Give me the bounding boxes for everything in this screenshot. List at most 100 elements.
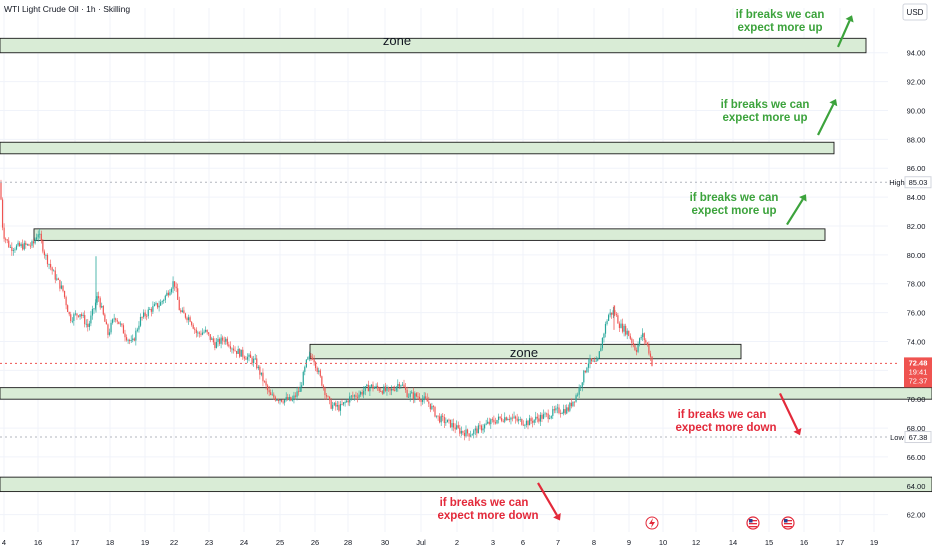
time-axis[interactable]: 4 16 17 18 19 22 23 24 25 26 28 30 Jul 2 3 6 7 8 9 10 12 14 15… [2, 538, 878, 547]
candle-body [310, 355, 312, 358]
candle-body [191, 321, 193, 325]
candle-body [330, 400, 332, 409]
candle-body [19, 242, 21, 247]
candle-body [597, 358, 599, 361]
candle-body [94, 302, 97, 309]
candle-body [573, 401, 576, 403]
candle-body [34, 239, 36, 244]
time-tick-label: Jul [416, 538, 426, 547]
candle-body [510, 417, 512, 420]
candle-body [316, 368, 318, 372]
candle-body [513, 416, 515, 418]
candle-body [470, 435, 472, 437]
candle-body [184, 313, 187, 318]
candle-body [375, 385, 377, 388]
candle-body [477, 425, 479, 434]
low-value: 67.38 [909, 433, 928, 442]
candle-body [589, 358, 591, 364]
candle-body [318, 370, 320, 372]
candle-body [149, 309, 151, 310]
currency-box[interactable] [902, 3, 928, 21]
time-tick-label: 14 [729, 538, 737, 547]
candle-body [431, 406, 433, 410]
candle-body [36, 237, 38, 240]
candle-body [116, 320, 118, 322]
candle-body [518, 419, 520, 421]
candle-body [186, 317, 188, 321]
event-marker-us-flag-icon[interactable] [781, 516, 795, 530]
candle-body [473, 430, 475, 435]
candle-body [463, 432, 466, 437]
candle-body [449, 419, 452, 428]
candle-body [587, 363, 590, 368]
candle-body [429, 403, 431, 410]
candle-body [54, 270, 56, 280]
candle-body [356, 396, 359, 398]
candle-body [606, 320, 608, 324]
candle-body [496, 419, 498, 424]
zone-label-middle: zone [510, 345, 538, 360]
candle-body [108, 332, 111, 335]
grid [0, 8, 888, 532]
candle-body [152, 306, 154, 312]
candle-body [65, 297, 67, 306]
candle-body [524, 424, 526, 426]
candle-body [567, 407, 569, 411]
time-tick-label: 23 [205, 538, 213, 547]
time-tick-label: 7 [556, 538, 560, 547]
candle-body [528, 418, 531, 426]
candles [0, 179, 653, 441]
candle-body [471, 434, 473, 436]
candle-body [532, 421, 534, 423]
candle-body [553, 409, 555, 411]
candle-body [336, 405, 338, 407]
candle-body [507, 419, 509, 421]
candle-body [158, 305, 160, 308]
zones [0, 37, 932, 493]
candle-body [559, 413, 562, 414]
candle-body [435, 415, 438, 417]
candle-body [580, 386, 582, 388]
candle-body [205, 329, 207, 332]
candle-body [497, 416, 500, 420]
candle-body [462, 430, 464, 433]
candle-body [445, 422, 447, 424]
event-marker-us-flag-icon[interactable] [746, 516, 760, 530]
candle-body [353, 395, 355, 397]
candle-body [232, 348, 235, 351]
candle-body [508, 419, 510, 420]
candle-body [583, 370, 585, 383]
zone-box [0, 37, 867, 54]
high-value: 85.03 [909, 178, 928, 187]
event-marker-lightning-icon[interactable] [645, 516, 659, 530]
candle-body [556, 407, 559, 409]
annotation-up-3-line1: if breaks we can [690, 192, 779, 204]
zone-label-top: zone [383, 33, 411, 48]
candle-body [418, 396, 421, 401]
low-value-tag [904, 431, 932, 444]
candle-body [124, 333, 126, 338]
candle-body [347, 400, 349, 403]
candle-body [401, 384, 404, 386]
candle-body [339, 403, 342, 411]
candle-body [268, 390, 270, 393]
candle-body [465, 429, 467, 437]
candle-body [5, 238, 7, 240]
candle-body [397, 383, 399, 387]
time-tick-label: 6 [521, 538, 525, 547]
candle-body [144, 312, 146, 316]
candle-body [50, 264, 52, 268]
candle-body [265, 381, 267, 386]
price-tick-label: 74.00 [907, 337, 926, 346]
candle-body [237, 349, 239, 354]
candle-body [558, 407, 560, 414]
candle-body [546, 413, 548, 415]
candle-body [121, 323, 123, 326]
annotation-down-2-line1: if breaks we can [440, 497, 529, 509]
candle-body [87, 323, 89, 327]
candle-body [226, 338, 228, 345]
current-price-tag [904, 357, 932, 388]
candle-body [104, 314, 106, 322]
candle-body [8, 240, 10, 248]
